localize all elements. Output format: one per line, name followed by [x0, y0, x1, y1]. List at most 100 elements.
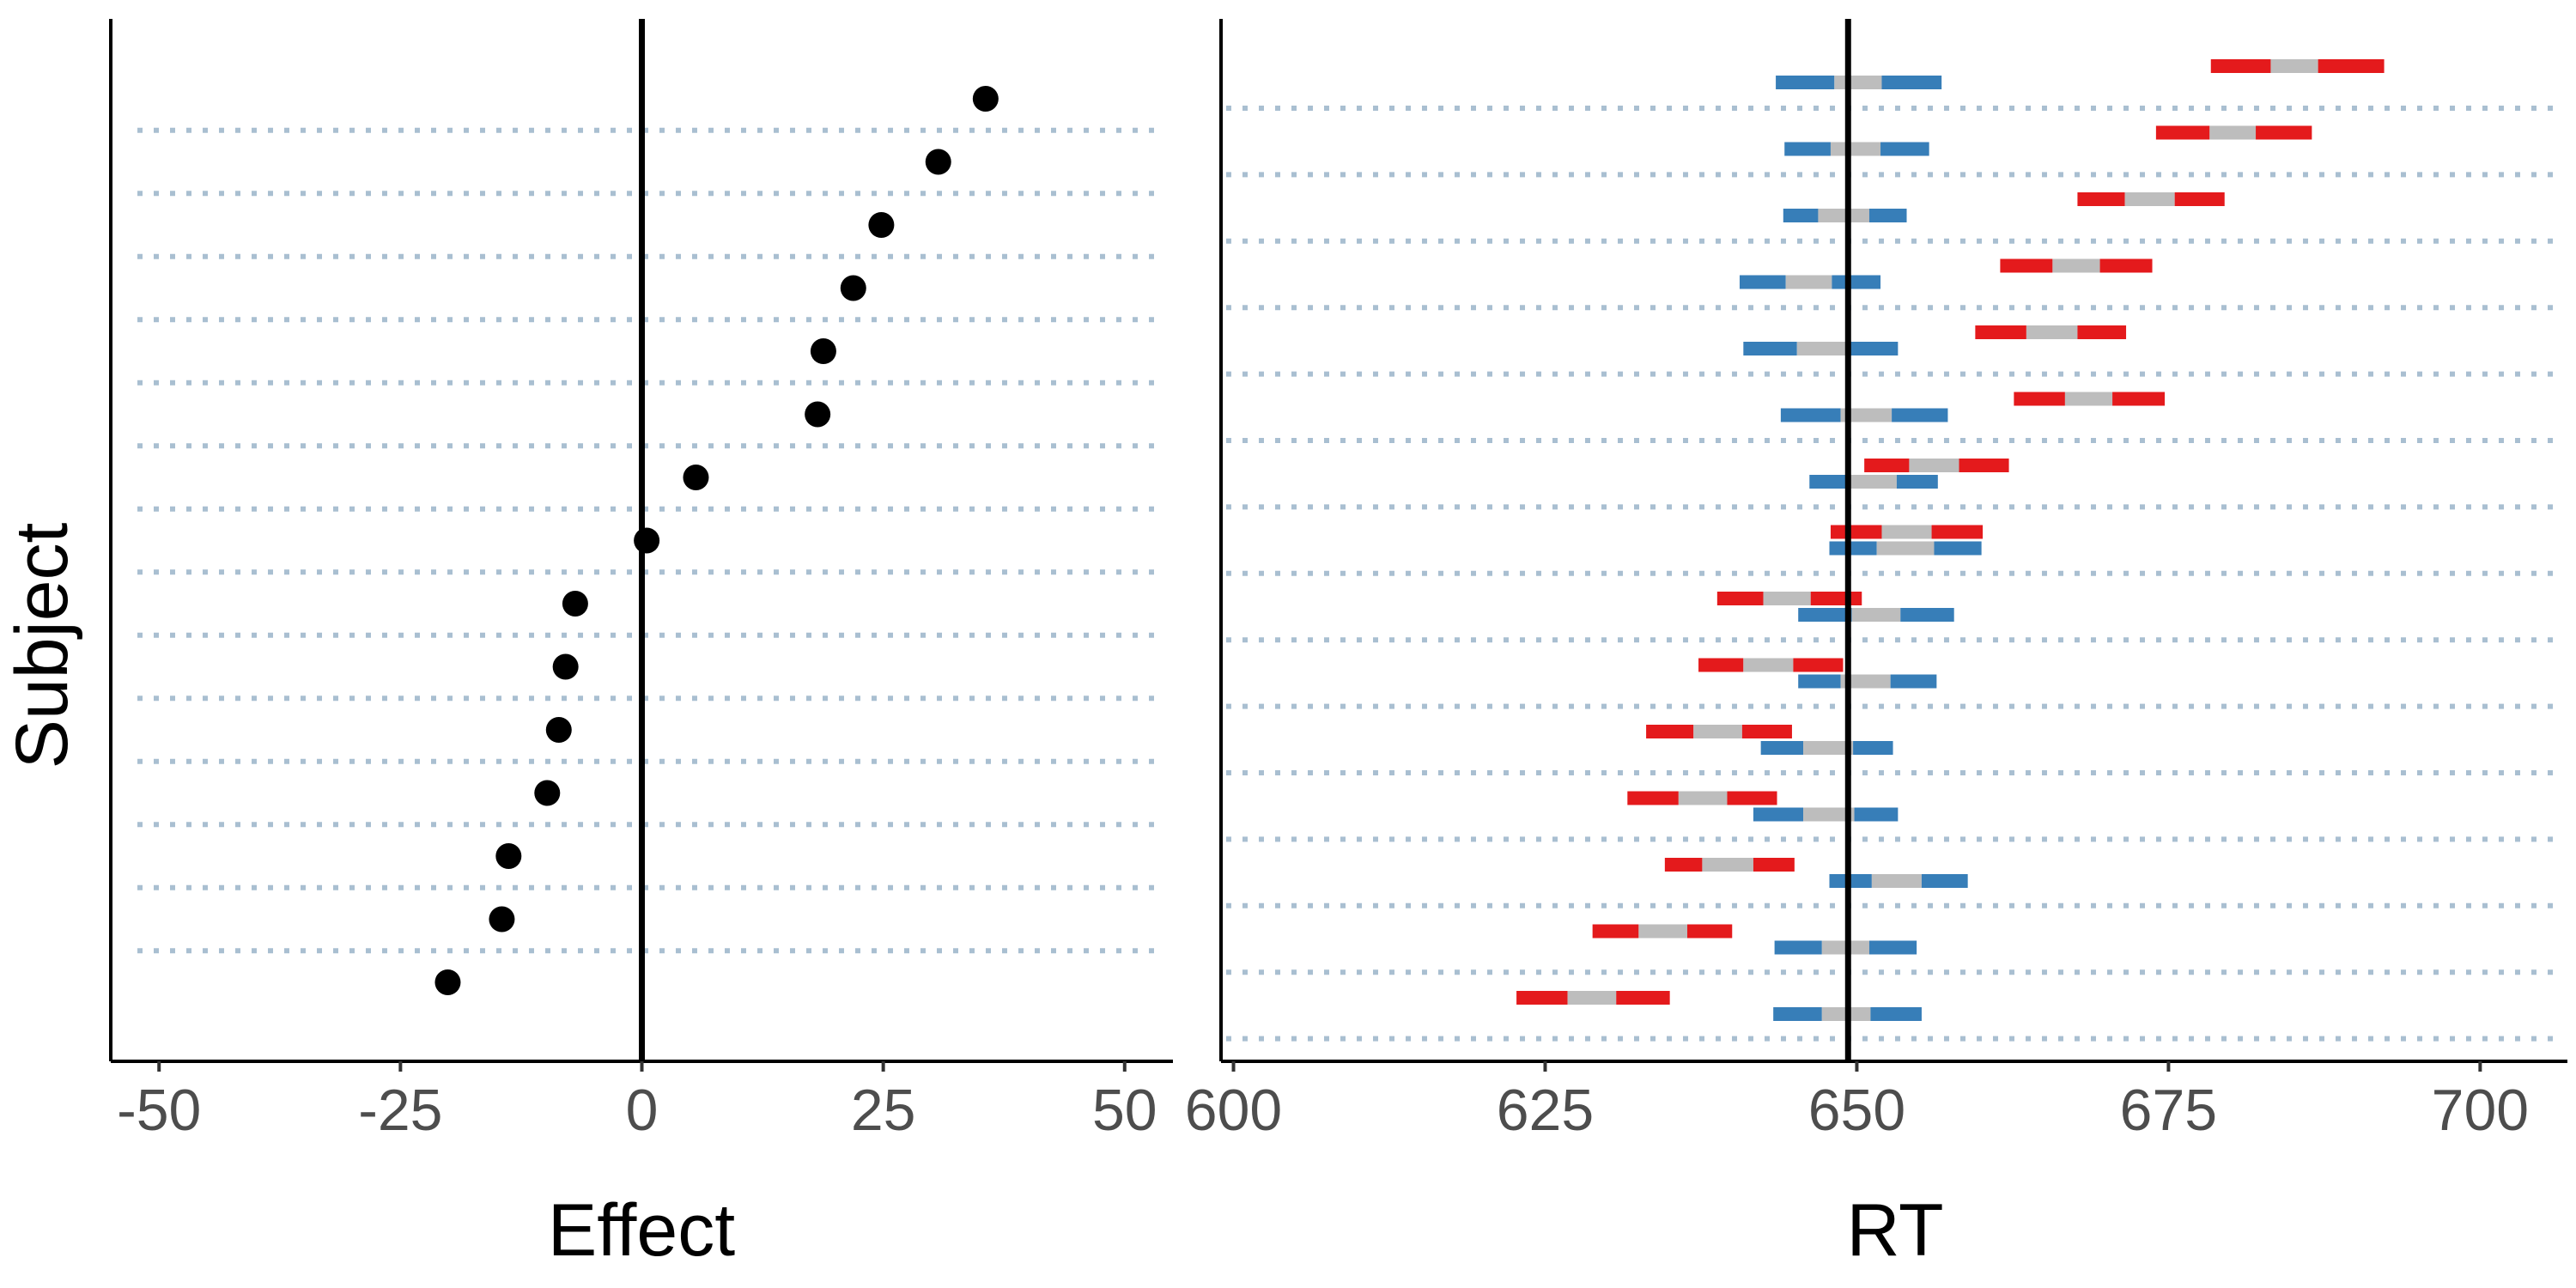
rt-interval-segment [1921, 874, 1968, 888]
rt-interval-segment [1698, 658, 1744, 672]
rt-interval-segment [2052, 258, 2100, 273]
effect-y-axis-title: Subject [1, 522, 83, 769]
rt-interval-segment [1853, 741, 1893, 755]
rt-interval-blue [1743, 342, 1899, 355]
rt-interval-segment [2256, 125, 2312, 140]
rt-interval-blue [1784, 142, 1929, 156]
rt-interval-segment [1796, 342, 1849, 355]
rt-interval-segment [1678, 791, 1728, 805]
effect-point [534, 780, 561, 806]
rt-interval-segment [1741, 725, 1792, 738]
rt-interval-segment [1803, 807, 1855, 822]
effect-point [810, 338, 836, 364]
rt-interval-blue [1798, 608, 1954, 622]
rt-interval-segment [1798, 608, 1852, 622]
effect-point [562, 591, 588, 617]
rt-interval-segment [1830, 142, 1881, 156]
rt-interval-segment [1934, 541, 1982, 556]
rt-interval-segment [1909, 459, 1959, 472]
rt-interval-segment [1646, 725, 1694, 738]
rt-interval-segment [1818, 209, 1869, 222]
rt-interval-segment [1840, 408, 1893, 422]
rt-x-tick-label: 700 [2432, 1078, 2529, 1143]
rt-interval-segment [1785, 275, 1832, 289]
rt-interval-segment [1743, 658, 1794, 672]
rt-interval-red [1627, 791, 1777, 805]
rt-interval-segment [1832, 275, 1881, 289]
rt-x-tick-label: 650 [1808, 1078, 1905, 1143]
rt-interval-segment [1840, 674, 1891, 689]
rt-interval-segment [2000, 258, 2053, 273]
rt-intervals [1516, 59, 2385, 1021]
rt-interval-segment [2318, 59, 2385, 73]
rt-interval-segment [1592, 924, 1639, 939]
rt-interval-red [2155, 125, 2312, 140]
rt-interval-segment [1931, 525, 1984, 539]
rt-interval-segment [2112, 392, 2166, 406]
rt-x-tick-label: 675 [2120, 1078, 2217, 1143]
rt-interval-segment [1864, 459, 1910, 472]
rt-interval-blue [1776, 76, 1942, 89]
effect-point [925, 149, 951, 175]
rt-interval-segment [1834, 76, 1882, 89]
rt-interval-blue [1798, 674, 1937, 689]
rt-interval-blue [1809, 475, 1938, 489]
rt-interval-red [2000, 258, 2153, 273]
rt-interval-segment [2077, 325, 2127, 339]
rt-interval-segment [1616, 991, 1670, 1005]
rt-interval-blue [1829, 541, 1982, 556]
effect-point [868, 212, 895, 238]
rt-interval-segment [1716, 592, 1764, 605]
rt-interval-segment [1743, 342, 1797, 355]
rt-interval-segment [1850, 475, 1897, 489]
effect-x-tick-label: 0 [626, 1078, 659, 1143]
rt-guide-lines [1226, 106, 2563, 1042]
rt-interval-segment [1803, 741, 1854, 755]
rt-interval-red [1664, 858, 1795, 872]
rt-interval-segment [1890, 674, 1937, 689]
rt-interval-segment [1780, 408, 1841, 422]
rt-interval-segment [1881, 76, 1942, 89]
rt-x-ticks: 600 625 650 675 700 [1185, 1061, 2529, 1143]
rt-interval-segment [1567, 991, 1617, 1005]
rt-interval-red [2014, 392, 2166, 406]
effect-point [552, 653, 579, 680]
rt-interval-segment [1753, 858, 1795, 872]
rt-interval-segment [1871, 874, 1922, 888]
rt-interval-blue [1783, 209, 1907, 222]
rt-interval-segment [1763, 592, 1811, 605]
rt-interval-segment [1881, 525, 1932, 539]
effect-x-tick-label: 25 [851, 1078, 916, 1143]
rt-interval-segment [1773, 1007, 1822, 1021]
rt-interval-segment [1868, 940, 1917, 955]
rt-interval-segment [1848, 342, 1899, 355]
rt-interval-segment [2026, 325, 2078, 339]
rt-x-tick-label: 600 [1185, 1078, 1282, 1143]
rt-interval-red [1646, 725, 1792, 738]
rt-x-tick-label: 625 [1497, 1078, 1594, 1143]
rt-interval-red [2210, 59, 2385, 73]
rt-interval-blue [1739, 275, 1881, 289]
effect-x-ticks: -50 -25 0 25 50 [117, 1061, 1157, 1143]
rt-interval-segment [1868, 209, 1907, 222]
rt-interval-segment [1727, 791, 1777, 805]
rt-x-axis-title: RT [1846, 1189, 1943, 1272]
rt-interval-segment [1760, 741, 1804, 755]
effect-point [840, 275, 866, 301]
effect-x-axis-title: Effect [548, 1189, 735, 1272]
effect-point [489, 906, 515, 933]
rt-interval-red [1592, 924, 1733, 939]
effect-point [434, 969, 461, 995]
rt-interval-segment [1975, 325, 2026, 339]
rt-interval-segment [1516, 991, 1568, 1005]
effect-point [805, 401, 831, 428]
rt-interval-segment [2155, 125, 2210, 140]
effect-point [972, 86, 999, 112]
rt-interval-segment [1753, 807, 1804, 822]
rt-interval-segment [1702, 858, 1753, 872]
rt-interval-red [1698, 658, 1844, 672]
rt-interval-blue [1774, 940, 1917, 955]
rt-interval-segment [1809, 475, 1851, 489]
